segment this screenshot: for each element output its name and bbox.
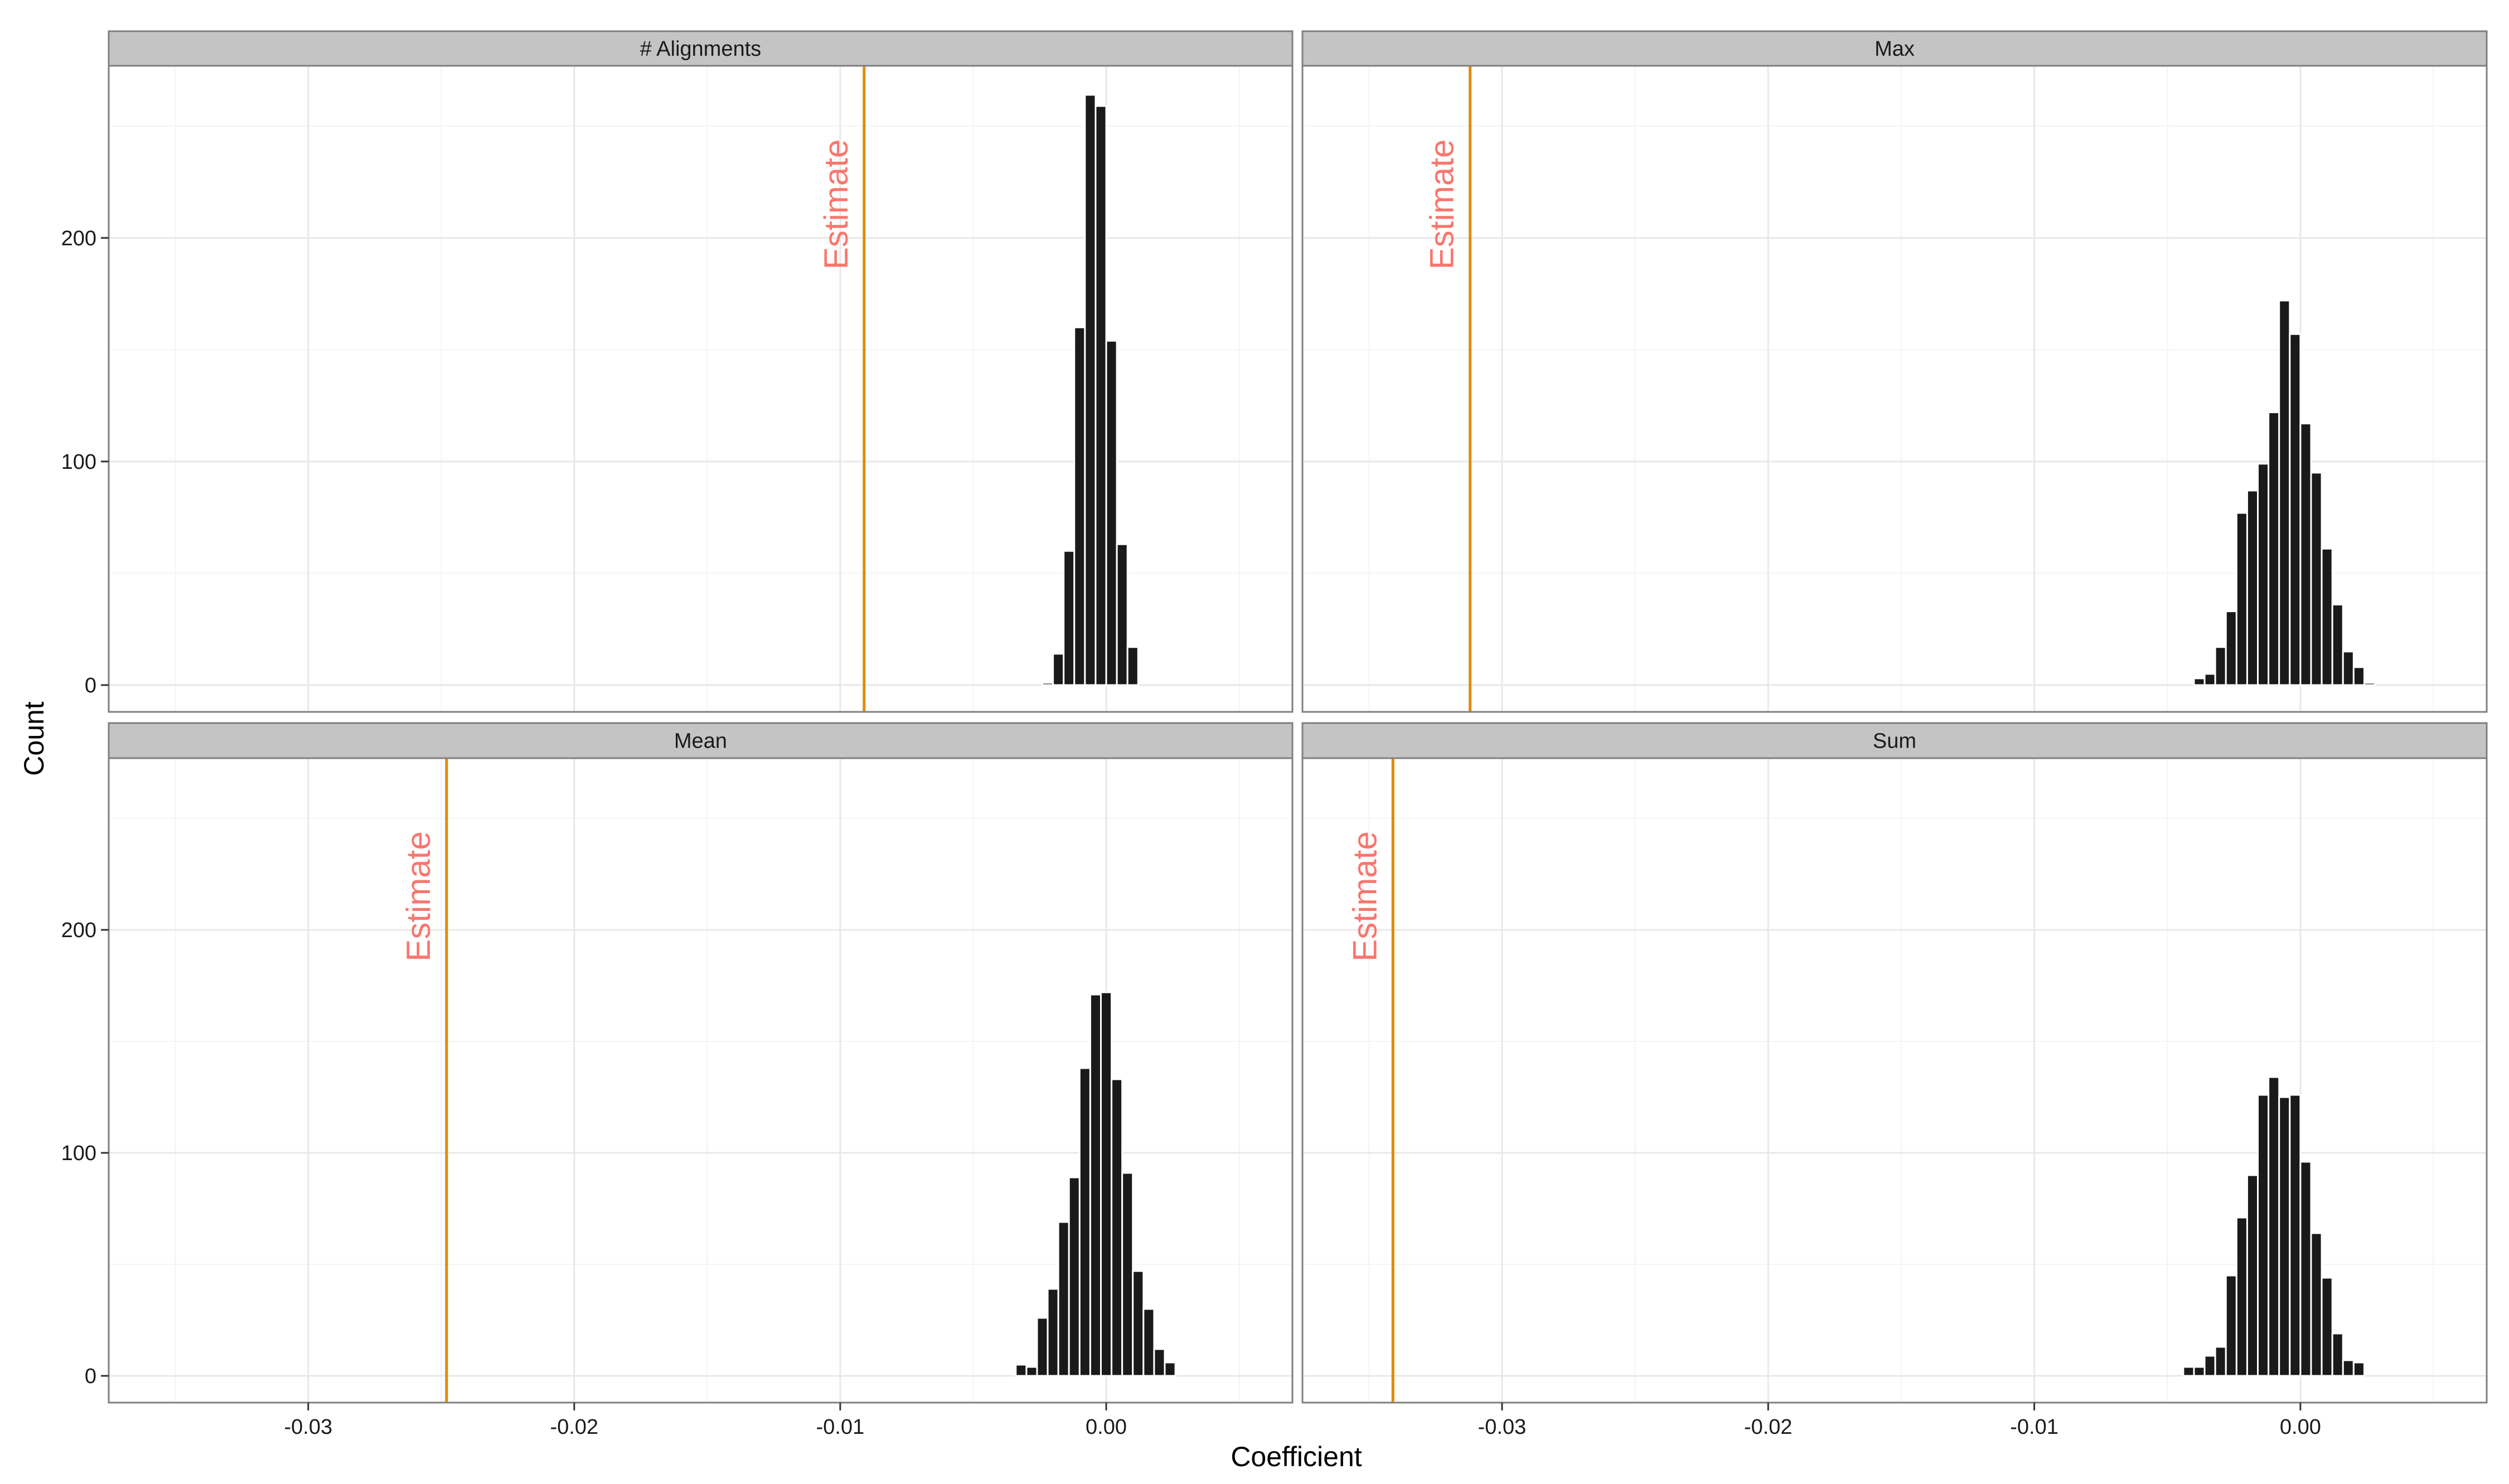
histogram-bar <box>1084 94 1097 686</box>
histogram-bar <box>2246 1174 2259 1377</box>
x-tick-label: 0.00 <box>1086 1415 1127 1439</box>
histogram-bar <box>2235 512 2248 686</box>
facet-strip-label: Sum <box>1873 730 1916 753</box>
histogram-bar <box>1153 1348 1166 1377</box>
histogram-bar <box>1142 1308 1155 1377</box>
axes: 0 100 200 0 100 200 -0.03 -0.02 -0.01 0.00 -0.03 -0… <box>61 227 2321 1439</box>
facet-strip <box>1301 722 2488 759</box>
estimate-label: Estimate <box>1423 139 1461 269</box>
estimate-label: Estimate <box>817 139 855 269</box>
y-tick-label: 200 <box>61 227 96 250</box>
histogram-bar <box>2352 666 2365 686</box>
histogram-bar <box>2321 1277 2333 1377</box>
x-tick-label: -0.03 <box>284 1415 332 1439</box>
histogram-bar <box>2352 1361 2365 1377</box>
x-tick-label: -0.01 <box>816 1415 865 1439</box>
facet-strip <box>108 30 1294 67</box>
facet-strip-label: Max <box>1875 37 1915 61</box>
x-tick-label: -0.03 <box>1478 1415 1527 1439</box>
histogram-bar <box>2225 610 2237 686</box>
histogram-bar <box>1089 993 1102 1377</box>
histogram-bar <box>2225 1274 2237 1377</box>
histogram-bar <box>2203 1355 2216 1377</box>
facet-panel: Estimate Mean <box>108 722 1294 1404</box>
estimate-label: Estimate <box>400 831 437 961</box>
histogram-bar <box>1121 1172 1134 1377</box>
histogram-bar <box>1042 682 1054 686</box>
histogram-bar <box>2331 1332 2344 1377</box>
histogram-bar <box>1063 550 1076 686</box>
histogram-bar <box>1015 1364 1028 1377</box>
histogram-bar <box>2299 423 2312 686</box>
facet-strip <box>1301 30 2488 67</box>
facet-panel: Estimate Max <box>1301 30 2488 713</box>
x-tick-label: -0.02 <box>1744 1415 1793 1439</box>
histogram-bar <box>2193 1366 2206 1377</box>
histogram-bar <box>1073 326 1086 686</box>
x-axis-title: Coefficient <box>1231 1441 1362 1472</box>
histogram-bar <box>2363 682 2376 686</box>
histogram-bar <box>1036 1317 1049 1377</box>
histogram-bar <box>1025 1366 1038 1377</box>
histogram-bar <box>2321 547 2333 686</box>
estimate-label: Estimate <box>1346 831 1383 961</box>
histogram-bar <box>1057 1221 1070 1377</box>
histogram-bar <box>1116 543 1128 686</box>
histogram-bar <box>2182 1366 2195 1377</box>
facet-strip <box>108 722 1294 759</box>
facet-strip-label: Mean <box>674 730 727 753</box>
histogram-bar <box>2214 646 2227 686</box>
histogram-bar <box>2268 411 2280 686</box>
y-tick-label: 0 <box>85 1365 96 1388</box>
histogram-bar <box>2257 1094 2270 1377</box>
histogram-bar <box>2342 651 2355 686</box>
facet-panels: Estimate # Alignments Estimate Max Estimate M… <box>108 30 2488 1404</box>
histogram-bar <box>2310 1232 2323 1377</box>
facet-strip-label: # Alignments <box>640 37 762 61</box>
histogram-bar <box>1094 105 1107 686</box>
histogram-bar <box>2310 472 2323 686</box>
x-tick-label: 0.00 <box>2280 1415 2321 1439</box>
y-tick-label: 100 <box>61 1142 96 1165</box>
x-tick-label: -0.02 <box>550 1415 599 1439</box>
x-tick-label: -0.01 <box>2010 1415 2058 1439</box>
histogram-bar <box>2193 677 2206 686</box>
histogram-bar <box>2203 673 2216 686</box>
facet-panel: Estimate # Alignments <box>108 30 1294 713</box>
histogram-bar <box>1111 1078 1123 1377</box>
y-tick-label: 100 <box>61 450 96 474</box>
facet-panel: Estimate Sum <box>1301 722 2488 1404</box>
histogram-bar <box>1068 1176 1081 1377</box>
histogram-bar <box>2299 1161 2312 1377</box>
histogram-bar <box>2278 1096 2291 1377</box>
histogram-bar <box>2257 463 2270 686</box>
histogram-bar <box>2331 604 2344 686</box>
histogram-bar <box>1078 1067 1091 1377</box>
histogram-bar <box>2268 1076 2280 1377</box>
histogram-bar <box>2342 1359 2355 1377</box>
histogram-bar <box>2278 299 2291 686</box>
histogram-bar <box>1047 1288 1059 1377</box>
histogram-bar <box>2214 1346 2227 1377</box>
histogram-bar <box>1126 646 1139 686</box>
y-tick-label: 0 <box>85 674 96 697</box>
histogram-bar <box>2235 1216 2248 1377</box>
histogram-bar <box>2289 333 2302 686</box>
y-axis-title: Count <box>18 701 50 776</box>
histogram-bar <box>1052 653 1065 686</box>
histogram-bar <box>1105 340 1118 686</box>
histogram-bar <box>1132 1270 1145 1377</box>
y-tick-label: 200 <box>61 919 96 942</box>
histogram-bar <box>2246 489 2259 686</box>
histogram-bar <box>1100 991 1113 1377</box>
histogram-bar <box>2289 1094 2302 1377</box>
histogram-bar <box>1164 1361 1176 1377</box>
